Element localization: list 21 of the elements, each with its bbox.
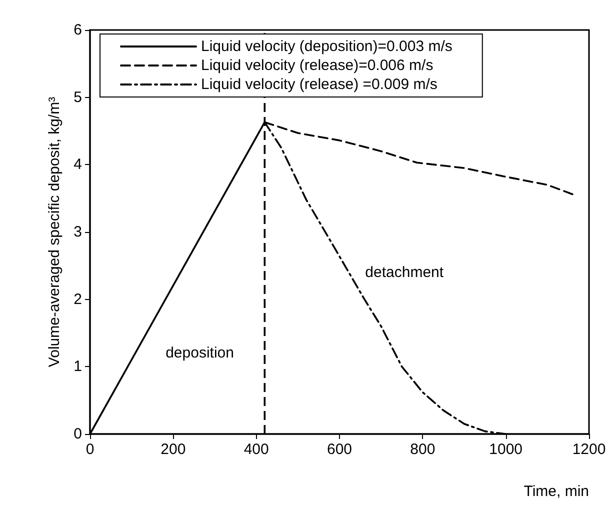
x-tick-label: 600 (326, 441, 352, 458)
x-tick-label: 400 (244, 441, 269, 458)
legend-label: Liquid velocity (release) =0.009 m/s (201, 76, 438, 93)
y-tick-label: 2 (74, 290, 82, 308)
y-tick-label: 5 (74, 88, 82, 106)
x-tick-label: 1200 (572, 441, 606, 458)
y-tick-label: 6 (74, 22, 82, 38)
annotation: deposition (166, 344, 234, 362)
legend-label: Liquid velocity (release)=0.006 m/s (201, 57, 434, 74)
x-tick-label: 200 (160, 441, 186, 458)
legend-label: Liquid velocity (deposition)=0.003 m/s (201, 38, 452, 55)
x-tick-label: 1000 (489, 441, 523, 458)
y-axis-title: Volume-averaged specific deposit, kg/m³ (46, 96, 63, 368)
y-tick-label: 0 (74, 426, 82, 442)
annotation: detachment (365, 264, 444, 281)
y-tick-label: 3 (74, 224, 82, 240)
x-tick-label: 800 (410, 441, 436, 458)
y-tick-label: 1 (74, 358, 82, 376)
y-tick-label: 4 (74, 156, 82, 174)
x-tick-label: 0 (86, 441, 94, 458)
x-axis-title: Time, min (524, 483, 589, 500)
